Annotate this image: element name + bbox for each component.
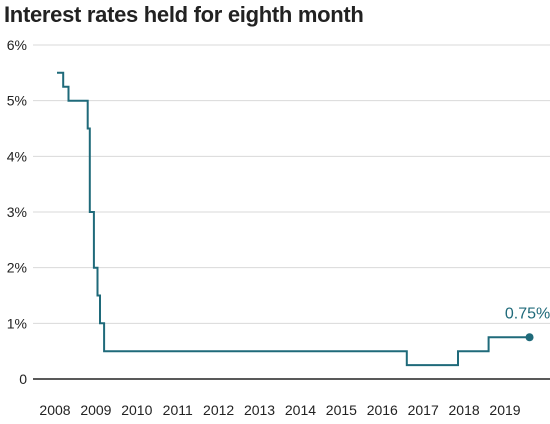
- x-tick-label: 2014: [285, 402, 316, 418]
- chart-title: Interest rates held for eighth month: [4, 2, 364, 27]
- x-tick-label: 2016: [367, 402, 398, 418]
- y-tick-label: 4%: [7, 148, 27, 164]
- end-point-marker: [525, 333, 534, 342]
- x-axis-ticks: 2008 2009 2010 2011 2012 2013 2014 2015 2016 2017…: [39, 402, 520, 418]
- x-tick-label: 2011: [163, 402, 193, 418]
- y-tick-label: 3%: [7, 204, 27, 220]
- x-tick-label: 2009: [80, 402, 111, 418]
- x-tick-label: 2018: [449, 402, 480, 418]
- x-tick-label: 2010: [121, 402, 152, 418]
- y-tick-label: 1%: [7, 315, 27, 331]
- annotation-layer: 0.75%: [505, 305, 550, 342]
- x-tick-label: 2019: [489, 402, 520, 418]
- x-tick-label: 2012: [203, 402, 234, 418]
- series-line: [57, 71, 530, 367]
- y-axis-ticks: 0 1% 2% 3% 4% 5% 6%: [7, 37, 27, 387]
- x-tick-label: 2015: [326, 402, 357, 418]
- y-tick-label: 6%: [7, 37, 27, 53]
- x-tick-label: 2017: [408, 402, 439, 418]
- y-tick-label: 2%: [7, 260, 27, 276]
- series-layer: [57, 71, 530, 367]
- x-tick-label: 2008: [39, 402, 70, 418]
- x-tick-label: 2013: [244, 402, 275, 418]
- end-value-label: 0.75%: [505, 305, 550, 322]
- gridlines: [33, 44, 550, 380]
- y-tick-label: 5%: [7, 93, 27, 109]
- y-tick-label: 0: [19, 371, 27, 387]
